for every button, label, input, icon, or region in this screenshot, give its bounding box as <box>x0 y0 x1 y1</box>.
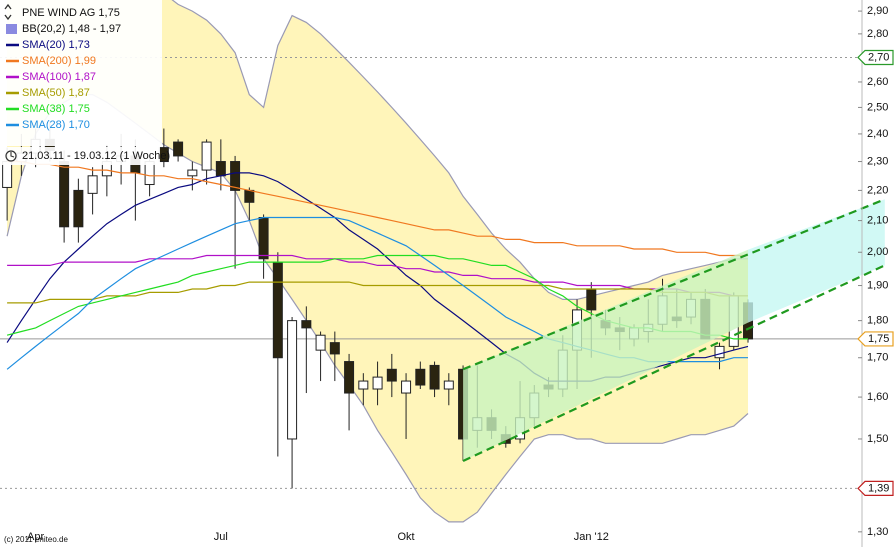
legend-label: SMA(20) 1,73 <box>22 39 90 51</box>
y-tick-label: 2,00 <box>867 246 888 258</box>
candle-body <box>415 368 426 386</box>
channel-area <box>463 249 748 461</box>
candle-body <box>586 288 597 311</box>
candle-body <box>230 161 241 191</box>
period-label: 21.03.11 - 19.03.12 (1 Woche) <box>22 150 170 162</box>
candle-body <box>244 189 255 203</box>
copyright: (c) 2011 eniteo.de <box>4 535 68 544</box>
band-line <box>171 0 748 300</box>
x-tick-label: Okt <box>398 531 415 543</box>
y-tick-label: 2,80 <box>867 28 888 40</box>
candle-body <box>215 161 226 177</box>
candle-body <box>173 141 184 157</box>
reference-label: 1,39 <box>868 482 889 494</box>
legend: PNE WIND AG 1,75 BB(20,2) 1,48 - 1,97 SMA(… <box>0 0 170 165</box>
candle-body <box>201 141 212 171</box>
legend-swatch <box>6 24 17 34</box>
candle-body <box>344 361 355 394</box>
legend-title: PNE WIND AG 1,75 <box>22 7 120 19</box>
title-icon <box>4 3 12 21</box>
candle-body <box>315 334 326 351</box>
candle-body <box>301 320 312 329</box>
candle-body <box>2 161 13 188</box>
candle-body <box>443 380 454 390</box>
y-tick-label: 2,90 <box>867 5 888 17</box>
y-tick-label: 1,70 <box>867 352 888 364</box>
legend-label: SMA(200) 1,99 <box>22 55 96 67</box>
reference-label: 1,75 <box>868 333 889 345</box>
reference-box <box>857 480 894 497</box>
candle-body <box>372 376 383 390</box>
reference-box <box>857 331 894 347</box>
y-tick-label: 2,40 <box>867 128 888 140</box>
y-tick-label: 2,30 <box>867 155 888 167</box>
sma-line <box>7 160 748 257</box>
legend-label: SMA(38) 1,75 <box>22 103 90 115</box>
candle-body <box>187 169 198 177</box>
legend-background <box>0 0 162 146</box>
candle-body <box>73 189 84 228</box>
y-tick-label: 1,50 <box>867 433 888 445</box>
candle-body <box>272 261 283 359</box>
candle-body <box>87 175 98 194</box>
overlay <box>462 198 886 462</box>
legend-label: SMA(100) 1,87 <box>22 71 96 83</box>
sma-line <box>7 254 748 297</box>
reference-label: 2,70 <box>868 51 889 63</box>
candle-body <box>429 364 440 390</box>
legend-label: SMA(28) 1,70 <box>22 119 90 131</box>
y-tick-label: 2,50 <box>867 101 888 113</box>
clock-hands <box>10 152 15 158</box>
candle-body <box>59 161 70 228</box>
y-tick-label: 1,30 <box>867 526 888 538</box>
y-tick-label: 2,10 <box>867 214 888 226</box>
y-axis: 1,30 1,50 1,60 1,70 1,80 1,90 2,00 2,10 2,20 2,30… <box>27 5 894 543</box>
legend-label: SMA(50) 1,87 <box>22 87 90 99</box>
y-tick-label: 2,60 <box>867 76 888 88</box>
reference-box <box>857 49 894 66</box>
x-tick-label: Jul <box>214 531 228 543</box>
candle-body <box>258 217 269 260</box>
x-tick-label: Apr <box>27 531 44 543</box>
y-tick-label: 1,80 <box>867 315 888 327</box>
candle-body <box>401 380 412 394</box>
y-tick-label: 2,20 <box>867 184 888 196</box>
channel-line <box>462 198 886 371</box>
candle-body <box>358 380 369 390</box>
candle-body <box>386 368 397 382</box>
channel-projection <box>748 199 885 323</box>
candle-body <box>329 342 340 355</box>
legend-label: BB(20,2) 1,48 - 1,97 <box>22 23 121 35</box>
sma-line <box>7 281 748 304</box>
candle-body <box>287 320 298 440</box>
period-background <box>0 147 160 165</box>
y-tick-label: 1,60 <box>867 391 888 403</box>
x-tick-label: Jan '12 <box>574 531 609 543</box>
candle-body <box>714 345 725 359</box>
y-tick-label: 1,90 <box>867 279 888 291</box>
clock-icon <box>5 150 17 162</box>
